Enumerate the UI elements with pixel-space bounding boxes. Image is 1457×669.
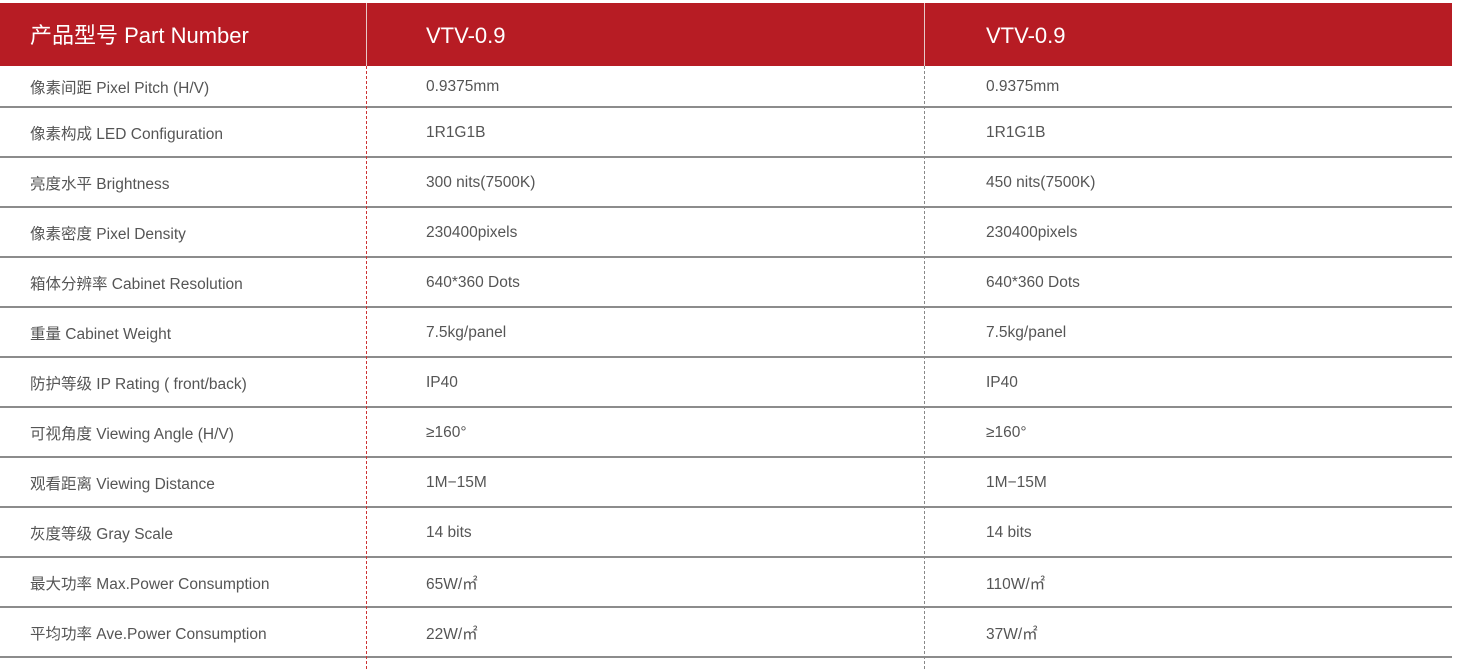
- spec-label: 灰度等级 Gray Scale: [30, 526, 173, 543]
- spec-label: 平均功率 Ave.Power Consumption: [30, 626, 267, 643]
- header-part-number: 产品型号 Part Number: [30, 23, 249, 48]
- spec-value-model-2: 230400pixels: [986, 224, 1078, 241]
- spec-value-model-1: 22W/㎡: [426, 626, 478, 643]
- spec-value-model-2: 0.9375mm: [986, 78, 1060, 95]
- spec-value-model-1: 65W/㎡: [426, 576, 478, 593]
- column-divider: [366, 66, 367, 669]
- spec-label: 像素构成 LED Configuration: [30, 126, 223, 143]
- spec-value-model-2: 450 nits(7500K): [986, 174, 1096, 191]
- spec-label: 箱体分辨率 Cabinet Resolution: [30, 276, 243, 293]
- table-header: 产品型号 Part Number VTV-0.9 VTV-0.9: [0, 3, 1452, 66]
- spec-value-model-1: 640*360 Dots: [426, 274, 520, 291]
- table-row: 最大功率 Max.Power Consumption 65W/㎡ 110W/㎡: [0, 558, 1452, 608]
- spec-value-model-2: 1R1G1B: [986, 124, 1046, 141]
- spec-label: 像素密度 Pixel Density: [30, 226, 186, 243]
- table-row: 亮度水平 Brightness 300 nits(7500K) 450 nits(7…: [0, 158, 1452, 208]
- table-row: 像素密度 Pixel Density 230400pixels 230400pixe…: [0, 208, 1452, 258]
- header-divider: [366, 3, 367, 66]
- table-row: 像素构成 LED Configuration 1R1G1B 1R1G1B: [0, 108, 1452, 158]
- spec-label: 观看距离 Viewing Distance: [30, 476, 215, 493]
- spec-value-model-1: 0.9375mm: [426, 78, 500, 95]
- spec-label: 防护等级 IP Rating ( front/back): [30, 376, 247, 393]
- table-row: 防护等级 IP Rating ( front/back) IP40 IP40: [0, 358, 1452, 408]
- header-divider: [924, 3, 925, 66]
- spec-label: 重量 Cabinet Weight: [30, 326, 171, 343]
- spec-value-model-1: 300 nits(7500K): [426, 174, 536, 191]
- spec-label: 像素间距 Pixel Pitch (H/V): [30, 80, 210, 97]
- spec-value-model-1: 14 bits: [426, 524, 472, 541]
- spec-value-model-2: 37W/㎡: [986, 626, 1038, 643]
- spec-value-model-2: 14 bits: [986, 524, 1032, 541]
- header-model-2: VTV-0.9: [986, 23, 1066, 48]
- spec-value-model-1: 1M−15M: [426, 474, 487, 491]
- table-row: 箱体分辨率 Cabinet Resolution 640*360 Dots 640*…: [0, 258, 1452, 308]
- spec-value-model-1: ≥160°: [426, 424, 467, 441]
- spec-label: 最大功率 Max.Power Consumption: [30, 576, 270, 593]
- spec-value-model-2: 640*360 Dots: [986, 274, 1080, 291]
- column-divider: [924, 66, 925, 669]
- header-model-1: VTV-0.9: [426, 23, 506, 48]
- table-row: 灰度等级 Gray Scale 14 bits 14 bits: [0, 508, 1452, 558]
- table-row: 观看距离 Viewing Distance 1M−15M 1M−15M: [0, 458, 1452, 508]
- spec-value-model-2: 110W/㎡: [986, 576, 1046, 593]
- table-row: 像素间距 Pixel Pitch (H/V) 0.9375mm 0.9375mm: [0, 66, 1452, 108]
- spec-value-model-2: 1M−15M: [986, 474, 1047, 491]
- spec-value-model-2: ≥160°: [986, 424, 1027, 441]
- spec-value-model-2: IP40: [986, 374, 1018, 391]
- spec-label: 可视角度 Viewing Angle (H/V): [30, 426, 234, 443]
- table-row: 重量 Cabinet Weight 7.5kg/panel 7.5kg/panel: [0, 308, 1452, 358]
- spec-label: 亮度水平 Brightness: [30, 176, 170, 193]
- table-row: 平均功率 Ave.Power Consumption 22W/㎡ 37W/㎡: [0, 608, 1452, 658]
- table-row: 可视角度 Viewing Angle (H/V) ≥160° ≥160°: [0, 408, 1452, 458]
- spec-value-model-1: 7.5kg/panel: [426, 324, 507, 341]
- spec-table-body: 像素间距 Pixel Pitch (H/V) 0.9375mm 0.9375mm 像素…: [0, 66, 1452, 658]
- spec-value-model-1: 1R1G1B: [426, 124, 486, 141]
- spec-value-model-2: 7.5kg/panel: [986, 324, 1067, 341]
- spec-value-model-1: 230400pixels: [426, 224, 518, 241]
- spec-value-model-1: IP40: [426, 374, 458, 391]
